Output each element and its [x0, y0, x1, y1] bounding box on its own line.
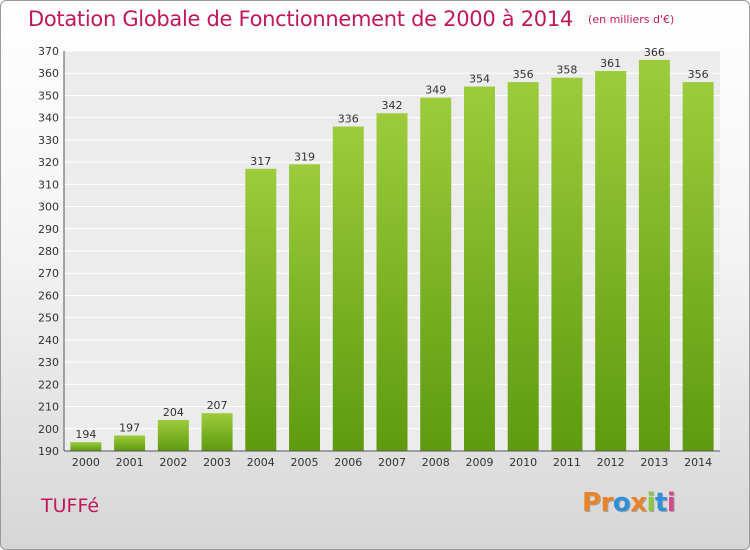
- x-tick-label: 2010: [509, 456, 537, 469]
- logo-letter: t: [654, 488, 667, 518]
- data-label: 317: [250, 155, 271, 168]
- logo-letter: x: [630, 488, 647, 518]
- data-label: 207: [207, 399, 228, 412]
- bar: [114, 435, 146, 451]
- data-label: 356: [513, 68, 534, 81]
- x-tick-label: 2002: [159, 456, 187, 469]
- x-tick-label: 2005: [291, 456, 319, 469]
- logo-letter: i: [646, 488, 656, 518]
- x-tick-label: 2001: [116, 456, 144, 469]
- bar: [332, 126, 364, 452]
- y-tick-label: 230: [38, 356, 59, 369]
- x-tick-label: 2011: [553, 456, 581, 469]
- y-tick-label: 190: [38, 445, 59, 458]
- x-tick-label: 2012: [597, 456, 625, 469]
- bar: [551, 77, 583, 452]
- data-label: 336: [338, 113, 359, 126]
- y-tick-label: 260: [38, 289, 59, 302]
- x-tick-label: 2013: [640, 456, 668, 469]
- x-tick-label: 2009: [465, 456, 493, 469]
- bar: [376, 113, 408, 451]
- title-row: Dotation Globale de Fonctionnement de 20…: [28, 7, 674, 31]
- data-label: 204: [163, 406, 184, 419]
- bar: [420, 97, 452, 452]
- bar: [289, 164, 321, 452]
- bar: [70, 442, 102, 451]
- data-label: 361: [600, 57, 621, 70]
- x-tick-label: 2006: [334, 456, 362, 469]
- chart-title: Dotation Globale de Fonctionnement de 20…: [28, 7, 573, 31]
- bar: [638, 59, 670, 452]
- data-label: 197: [119, 421, 140, 434]
- bar: [245, 168, 277, 451]
- proxiti-logo: Proxiti: [582, 488, 676, 518]
- bar: [682, 82, 714, 451]
- logo-letter: P: [582, 488, 601, 518]
- y-tick-label: 270: [38, 267, 59, 280]
- bar: [595, 71, 627, 451]
- bar: [463, 86, 495, 452]
- data-label: 358: [556, 64, 577, 77]
- y-tick-label: 210: [38, 401, 59, 414]
- y-tick-label: 280: [38, 245, 59, 258]
- data-label: 356: [688, 68, 709, 81]
- y-tick-label: 330: [38, 134, 59, 147]
- logo-letter: i: [666, 488, 676, 518]
- y-tick-label: 200: [38, 423, 59, 436]
- x-tick-label: 2014: [684, 456, 712, 469]
- commune-name: TUFFé: [41, 495, 100, 517]
- y-tick-label: 250: [38, 312, 59, 325]
- bar: [157, 419, 189, 451]
- data-label: 354: [469, 73, 490, 86]
- logo-letter: o: [612, 488, 631, 518]
- y-tick-label: 350: [38, 89, 59, 102]
- x-tick-label: 2008: [422, 456, 450, 469]
- y-tick-label: 240: [38, 334, 59, 347]
- y-tick-label: 300: [38, 201, 59, 214]
- y-tick-label: 360: [38, 67, 59, 80]
- x-tick-label: 2007: [378, 456, 406, 469]
- y-tick-label: 220: [38, 378, 59, 391]
- y-tick-label: 370: [38, 45, 59, 58]
- data-label: 349: [425, 84, 446, 97]
- data-label: 342: [382, 99, 403, 112]
- y-tick-label: 310: [38, 178, 59, 191]
- chart-subtitle: (en milliers d'€): [588, 13, 675, 26]
- y-tick-label: 290: [38, 223, 59, 236]
- logo-letter: r: [600, 488, 614, 518]
- x-tick-label: 2003: [203, 456, 231, 469]
- y-tick-label: 320: [38, 156, 59, 169]
- x-tick-label: 2004: [247, 456, 275, 469]
- data-label: 194: [75, 428, 96, 441]
- bar: [507, 82, 539, 451]
- data-label: 319: [294, 150, 315, 163]
- data-label: 366: [644, 46, 665, 59]
- y-tick-label: 340: [38, 112, 59, 125]
- bar: [201, 413, 233, 451]
- x-tick-label: 2000: [72, 456, 100, 469]
